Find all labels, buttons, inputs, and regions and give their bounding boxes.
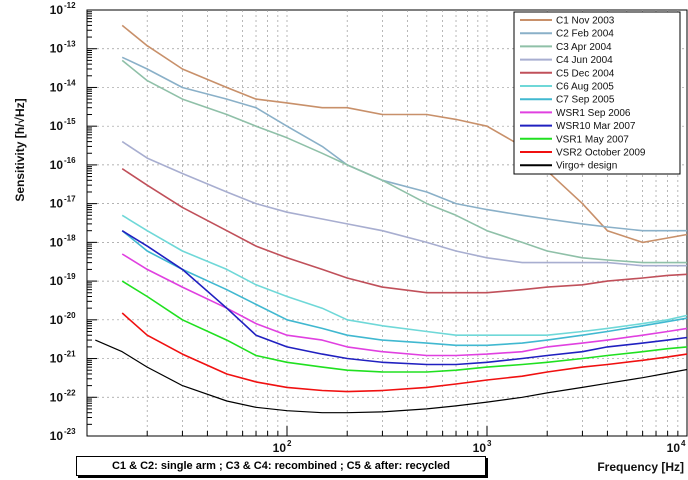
- legend-label: VSR2 October 2009: [556, 148, 646, 159]
- legend-label: C4 Jun 2004: [556, 55, 613, 66]
- x-axis-title: Frequency [Hz]: [597, 460, 684, 474]
- y-tick-exponent: -17: [64, 195, 76, 204]
- y-tick-label: 10: [50, 158, 64, 172]
- configuration-note: C1 & C2: single arm ; C3 & C4: recombine…: [76, 456, 486, 476]
- y-tick-label: 10: [50, 197, 64, 211]
- series-line-c6-aug-2005: [121, 214, 688, 337]
- legend-label: WSR10 Mar 2007: [556, 121, 636, 132]
- series-line-c1-nov-2003: [121, 24, 688, 244]
- y-tick-exponent: -23: [64, 427, 76, 436]
- legend-label: WSR1 Sep 2006: [556, 108, 631, 119]
- legend-label: VSR1 May 2007: [556, 134, 629, 145]
- y-tick-exponent: -19: [64, 272, 76, 281]
- series-line-c5-dec-2004: [121, 168, 688, 294]
- legend-label: C7 Sep 2005: [556, 95, 615, 106]
- y-tick-label: 10: [50, 119, 64, 133]
- y-tick-exponent: -16: [64, 156, 76, 165]
- y-tick-label: 10: [50, 80, 64, 94]
- y-tick-label: 10: [50, 352, 64, 366]
- legend-label: C2 Feb 2004: [556, 29, 614, 40]
- axis-ticks: 10-1210-1310-1410-1510-1610-1710-1810-19…: [50, 1, 686, 455]
- y-tick-exponent: -20: [64, 311, 76, 320]
- legend-label: Virgo+ design: [556, 161, 617, 172]
- series-line-c4-jun-2004: [121, 140, 687, 267]
- series-lines: [95, 24, 688, 414]
- series-line-wsr10-mar-2007: [121, 230, 688, 366]
- y-tick-label: 10: [50, 235, 64, 249]
- y-tick-label: 10: [50, 42, 64, 56]
- series-line-vsr2-october-2009: [121, 312, 688, 393]
- x-tick-exponent: 3: [487, 439, 492, 448]
- series-line-vsr1-may-2007: [121, 280, 688, 373]
- x-tick-label: 10: [473, 441, 487, 455]
- y-tick-exponent: -15: [64, 117, 76, 126]
- y-tick-exponent: -13: [64, 40, 76, 49]
- y-tick-label: 10: [50, 390, 64, 404]
- series-line-c3-apr-2004: [121, 59, 687, 264]
- x-tick-label: 10: [667, 441, 681, 455]
- legend: C1 Nov 2003 C2 Feb 2004 C3 Apr 2004 C4 Jun …: [513, 11, 681, 175]
- y-tick-label: 10: [50, 3, 64, 17]
- y-tick-label: 10: [50, 429, 64, 443]
- y-axis-title: Sensitivity [h/√Hz]: [13, 98, 27, 201]
- y-tick-exponent: -21: [64, 350, 76, 359]
- legend-label: C3 Apr 2004: [556, 42, 612, 53]
- legend-label: C6 Aug 2005: [556, 82, 614, 93]
- y-tick-exponent: -14: [64, 78, 76, 87]
- y-tick-exponent: -18: [64, 233, 76, 242]
- legend-box: [513, 11, 681, 175]
- x-tick-exponent: 2: [287, 439, 292, 448]
- y-tick-exponent: -22: [64, 388, 76, 397]
- y-tick-exponent: -12: [64, 1, 76, 10]
- legend-label: C5 Dec 2004: [556, 68, 615, 79]
- x-tick-label: 10: [273, 441, 287, 455]
- series-line-virgo-design: [95, 339, 688, 414]
- series-line-c2-feb-2004: [121, 56, 687, 232]
- x-tick-exponent: 4: [681, 439, 686, 448]
- legend-label: C1 Nov 2003: [556, 16, 615, 27]
- series-line-c7-sep-2005: [121, 230, 688, 347]
- y-tick-label: 10: [50, 274, 64, 288]
- y-tick-label: 10: [50, 313, 64, 327]
